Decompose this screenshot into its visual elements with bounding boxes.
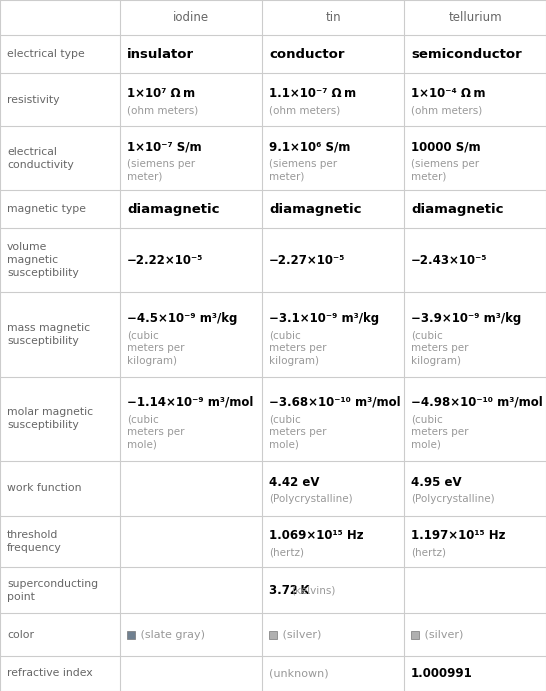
Text: 1.069×10¹⁵ Hz: 1.069×10¹⁵ Hz: [269, 529, 364, 542]
Text: (cubic
meters per
kilogram): (cubic meters per kilogram): [269, 330, 327, 366]
Text: semiconductor: semiconductor: [411, 48, 522, 61]
Text: resistivity: resistivity: [7, 95, 60, 104]
Text: −4.5×10⁻⁹ m³/kg: −4.5×10⁻⁹ m³/kg: [127, 312, 238, 325]
Text: (cubic
meters per
mole): (cubic meters per mole): [411, 414, 468, 450]
Text: 1.197×10¹⁵ Hz: 1.197×10¹⁵ Hz: [411, 529, 506, 542]
Text: −1.14×10⁻⁹ m³/mol: −1.14×10⁻⁹ m³/mol: [127, 396, 253, 409]
Text: color: color: [7, 630, 34, 640]
Text: (Polycrystalline): (Polycrystalline): [411, 494, 495, 504]
Text: diamagnetic: diamagnetic: [411, 202, 503, 216]
Text: 9.1×10⁶ S/m: 9.1×10⁶ S/m: [269, 141, 351, 153]
Text: 3.72 K: 3.72 K: [269, 584, 310, 597]
Text: electrical
conductivity: electrical conductivity: [7, 146, 74, 170]
Text: 1×10⁷ Ω m: 1×10⁷ Ω m: [127, 87, 195, 100]
Text: (ohm meters): (ohm meters): [127, 106, 198, 115]
Text: 1.000991: 1.000991: [411, 667, 473, 680]
Text: −2.22×10⁻⁵: −2.22×10⁻⁵: [127, 254, 204, 267]
Text: (ohm meters): (ohm meters): [411, 106, 482, 115]
Text: (cubic
meters per
kilogram): (cubic meters per kilogram): [127, 330, 185, 366]
Text: 1.1×10⁻⁷ Ω m: 1.1×10⁻⁷ Ω m: [269, 87, 356, 100]
Text: −3.9×10⁻⁹ m³/kg: −3.9×10⁻⁹ m³/kg: [411, 312, 521, 325]
Text: (siemens per
meter): (siemens per meter): [411, 159, 479, 182]
Text: 4.95 eV: 4.95 eV: [411, 476, 462, 489]
Text: (unknown): (unknown): [269, 668, 329, 679]
Text: (siemens per
meter): (siemens per meter): [269, 159, 337, 182]
Text: (kelvins): (kelvins): [291, 585, 335, 595]
Text: −2.43×10⁻⁵: −2.43×10⁻⁵: [411, 254, 488, 267]
Text: (silver): (silver): [279, 630, 322, 640]
Text: threshold
frequency: threshold frequency: [7, 530, 62, 553]
Text: −3.1×10⁻⁹ m³/kg: −3.1×10⁻⁹ m³/kg: [269, 312, 379, 325]
Text: work function: work function: [7, 483, 81, 493]
Text: −3.68×10⁻¹⁰ m³/mol: −3.68×10⁻¹⁰ m³/mol: [269, 396, 401, 409]
Text: −2.27×10⁻⁵: −2.27×10⁻⁵: [269, 254, 346, 267]
Text: electrical type: electrical type: [7, 49, 85, 59]
Text: (cubic
meters per
mole): (cubic meters per mole): [127, 414, 185, 450]
Text: −4.98×10⁻¹⁰ m³/mol: −4.98×10⁻¹⁰ m³/mol: [411, 396, 543, 409]
Text: diamagnetic: diamagnetic: [127, 202, 219, 216]
Bar: [127, 630, 135, 638]
Text: 4.42 eV: 4.42 eV: [269, 476, 319, 489]
Text: (siemens per
meter): (siemens per meter): [127, 159, 195, 182]
Text: (Polycrystalline): (Polycrystalline): [269, 494, 353, 504]
Text: diamagnetic: diamagnetic: [269, 202, 361, 216]
Bar: [411, 630, 419, 638]
Text: refractive index: refractive index: [7, 668, 93, 679]
Text: tellurium: tellurium: [448, 11, 502, 24]
Text: (silver): (silver): [421, 630, 464, 640]
Text: 10000 S/m: 10000 S/m: [411, 141, 480, 153]
Text: iodine: iodine: [173, 11, 209, 24]
Text: (hertz): (hertz): [269, 547, 304, 557]
Text: insulator: insulator: [127, 48, 194, 61]
Text: tin: tin: [325, 11, 341, 24]
Text: (cubic
meters per
mole): (cubic meters per mole): [269, 414, 327, 450]
Text: (hertz): (hertz): [411, 547, 446, 557]
Text: mass magnetic
susceptibility: mass magnetic susceptibility: [7, 323, 90, 346]
Text: superconducting
point: superconducting point: [7, 578, 98, 602]
Bar: [269, 630, 277, 638]
Text: 1×10⁻⁴ Ω m: 1×10⁻⁴ Ω m: [411, 87, 485, 100]
Text: volume
magnetic
susceptibility: volume magnetic susceptibility: [7, 242, 79, 278]
Text: magnetic type: magnetic type: [7, 205, 86, 214]
Text: (ohm meters): (ohm meters): [269, 106, 340, 115]
Text: (cubic
meters per
kilogram): (cubic meters per kilogram): [411, 330, 468, 366]
Text: (slate gray): (slate gray): [137, 630, 205, 640]
Text: conductor: conductor: [269, 48, 345, 61]
Text: 1×10⁻⁷ S/m: 1×10⁻⁷ S/m: [127, 141, 201, 153]
Text: molar magnetic
susceptibility: molar magnetic susceptibility: [7, 407, 93, 430]
